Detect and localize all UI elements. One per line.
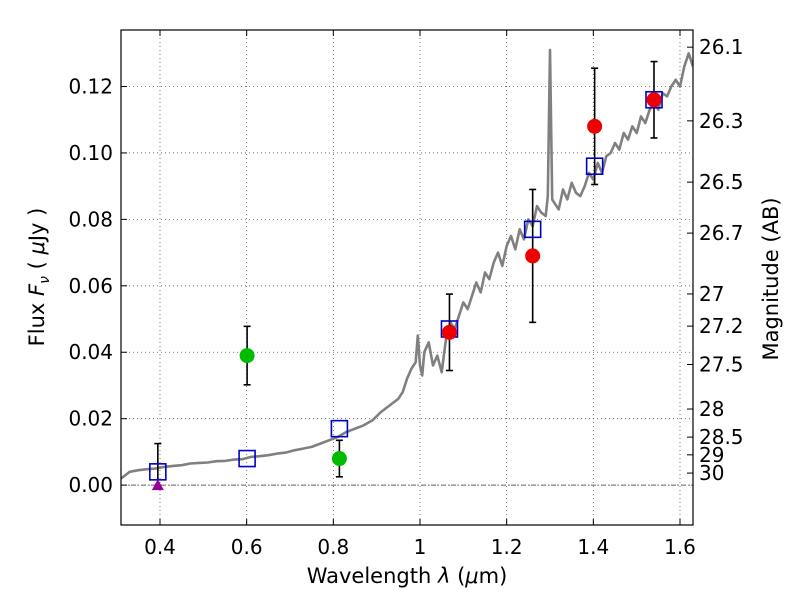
detection-point (441, 324, 457, 340)
magnitude-tick-label: 27.2 (699, 314, 744, 338)
y-tick-label: 0.00 (68, 473, 113, 497)
magnitude-tick-label: 26.5 (699, 170, 744, 194)
x-tick-label: 1 (414, 535, 427, 559)
magnitude-tick-label: 27 (699, 282, 724, 306)
y2-axis-label: Magnitude (AB) (759, 197, 783, 360)
x-tick-label: 0.8 (317, 535, 349, 559)
detection-point (587, 118, 603, 134)
y-tick-label: 0.08 (68, 207, 113, 231)
y-tick-label: 0.10 (68, 141, 113, 165)
magnitude-tick-label: 26.7 (699, 221, 744, 245)
data-series (121, 48, 693, 491)
x-tick-label: 1.6 (664, 535, 696, 559)
sed-model-line (121, 48, 693, 480)
magnitude-tick-label: 26.1 (699, 35, 744, 59)
magnitude-tick-label: 27.5 (699, 353, 744, 377)
magnitude-tick-label: 30 (699, 461, 724, 485)
alt-detection-point (331, 451, 347, 467)
detection-point (525, 248, 541, 264)
model-photometry-box (523, 220, 542, 239)
x-tick-label: 1.4 (577, 535, 609, 559)
y-tick-label: 0.04 (68, 340, 113, 364)
y-tick-label: 0.12 (68, 74, 113, 98)
x-axis-label: Wavelength λ (μm) (307, 564, 508, 588)
magnitude-tick-label: 28 (699, 397, 724, 421)
alt-detection-point (239, 348, 255, 364)
model-photometry-box (238, 449, 256, 468)
y-tick-label: 0.06 (68, 274, 113, 298)
y-axis-label: Flux Fν ( μJy ) (25, 208, 53, 347)
y-tick-label: 0.02 (68, 407, 113, 431)
magnitude-tick-label: 28.5 (699, 425, 744, 449)
model-photometry-box (645, 90, 663, 109)
grid-lines (121, 30, 693, 525)
axis-ticks: 0.4 0.6 0.8 1 1.2 1.4 1.6 0.00 0.02 0.04 0.06 0.08 0… (68, 30, 744, 559)
detection-point (646, 92, 662, 108)
x-tick-label: 0.4 (144, 535, 176, 559)
upper-limit-marker (151, 479, 164, 491)
model-photometry-box (585, 157, 604, 176)
x-tick-label: 1.2 (491, 535, 523, 559)
plot-frame (120, 29, 694, 526)
model-photometry-box (330, 419, 349, 438)
magnitude-tick-label: 26.3 (699, 109, 744, 133)
magnitude-tick-label: 29 (699, 443, 724, 467)
x-tick-label: 0.6 (231, 535, 263, 559)
